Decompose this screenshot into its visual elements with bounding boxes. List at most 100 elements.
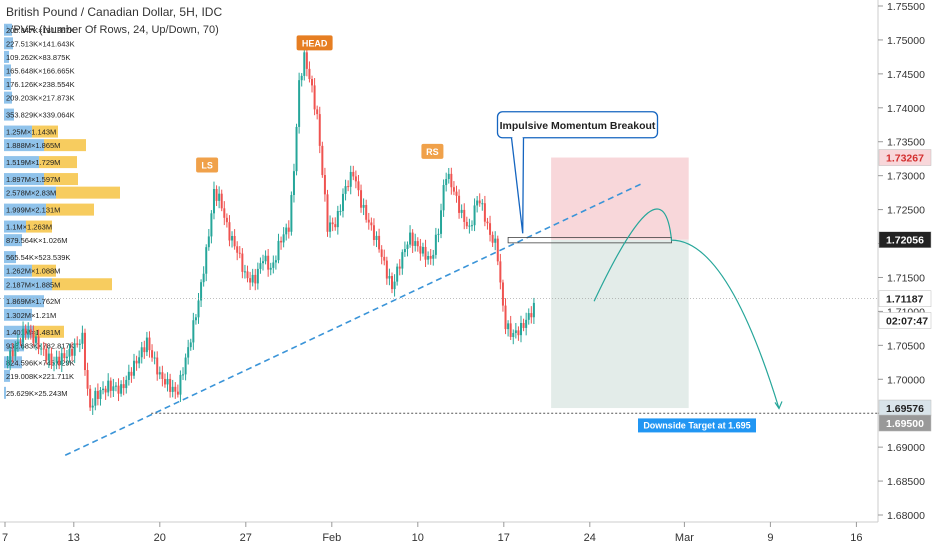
candle-body — [434, 234, 437, 255]
candle-body — [367, 219, 370, 223]
candle-body — [27, 329, 30, 335]
candle-body — [114, 385, 117, 387]
candle-body — [452, 187, 455, 192]
volume-profile-up-bar — [4, 386, 6, 399]
candle-body — [89, 388, 92, 408]
candle-body — [156, 357, 159, 375]
candle-body — [32, 332, 35, 343]
volume-profile-up-bar — [4, 37, 13, 50]
candle-body — [63, 353, 66, 359]
candle-body — [527, 313, 530, 320]
candle-body — [249, 278, 252, 283]
volume-profile-up-bar — [4, 308, 32, 321]
candle-body — [125, 379, 128, 389]
candle-body — [86, 370, 89, 389]
candle-body — [47, 353, 50, 361]
volume-profile-down-bar — [39, 156, 77, 169]
candle-body — [112, 386, 115, 391]
candle-body — [489, 223, 492, 235]
candle-body — [96, 390, 99, 399]
volume-profile-up-bar — [4, 369, 10, 382]
candle-body — [197, 300, 200, 318]
candle-body — [143, 347, 146, 353]
time-tick-label: 27 — [240, 532, 252, 544]
time-axis: 7 13 20 27 Feb 10 17 24 Mar 9 16 — [0, 521, 878, 544]
candle-body — [424, 246, 427, 260]
candle-body — [19, 341, 22, 343]
candle-body — [362, 204, 365, 208]
candle-body — [138, 357, 141, 364]
candle-body — [135, 360, 138, 364]
projection-arrowhead — [774, 401, 783, 410]
projection-arc — [593, 208, 780, 409]
candle-body — [24, 328, 27, 335]
candle-body — [277, 240, 280, 261]
volume-profile-down-bar — [44, 173, 78, 186]
candle-body — [385, 260, 388, 279]
candle-body — [300, 75, 303, 81]
candle-body — [174, 386, 177, 392]
candle-body — [14, 344, 17, 357]
candle-body — [349, 171, 352, 187]
candle-body — [414, 241, 417, 246]
candle-body — [205, 247, 208, 274]
candle-body — [344, 186, 347, 194]
candle-body — [200, 282, 203, 301]
candle-body — [187, 347, 190, 358]
candle-body — [140, 347, 143, 358]
candle-body — [16, 341, 19, 345]
candle-body — [460, 209, 463, 213]
price-tick-label: 1.74000 — [887, 103, 925, 115]
candle-body — [130, 371, 133, 376]
volume-profile-label: 936.683K×782.817K — [6, 341, 75, 350]
candle-body — [11, 350, 14, 357]
position-zones — [551, 157, 689, 409]
candle-body — [308, 68, 311, 80]
candle-body — [192, 320, 195, 343]
price-tag — [878, 149, 932, 166]
candle-body — [122, 384, 125, 389]
candle-body — [370, 222, 373, 226]
pattern-label: RS — [426, 147, 439, 157]
candle-body — [94, 390, 97, 406]
candle-body — [409, 232, 412, 245]
candle-body — [65, 356, 68, 359]
candle-body — [231, 235, 234, 241]
candle-body — [166, 378, 169, 385]
candle-body — [272, 262, 275, 268]
candle-body — [246, 271, 249, 279]
candle-body — [218, 193, 221, 201]
candle-body — [34, 336, 37, 343]
candle-body — [295, 126, 298, 172]
volume-profile-up-bar — [4, 251, 16, 264]
candle-body — [396, 266, 399, 282]
candle-body — [458, 195, 461, 213]
candle-body — [50, 353, 53, 365]
volume-profile-label: 165.648K×166.665K — [6, 66, 75, 75]
time-tick-label: 24 — [584, 532, 596, 544]
candle-body — [236, 246, 239, 253]
candle-body — [102, 388, 105, 391]
volume-profile-label: 2.578M×2.83M — [6, 189, 56, 198]
candle-body — [267, 255, 270, 270]
candle-body — [251, 274, 254, 283]
candle-body — [254, 274, 257, 284]
candle-body — [6, 363, 9, 365]
volume-profile-up-bar — [4, 156, 39, 169]
candle-body — [282, 234, 285, 243]
candle-body — [339, 210, 342, 212]
candle-body — [499, 261, 502, 283]
candle-body — [117, 385, 120, 394]
candle-body — [455, 191, 458, 196]
volume-profile-label: 879.564K×1.026M — [6, 236, 68, 245]
time-tick-label: 9 — [767, 532, 773, 544]
candle-body — [83, 332, 86, 371]
candle-body — [316, 109, 319, 115]
volume-profile-label: 109.262K×83.875K — [6, 53, 70, 62]
price-tick-label: 1.74500 — [887, 69, 925, 81]
candle-body — [45, 349, 48, 361]
volume-profile-label: 227.513K×141.643K — [6, 39, 75, 48]
candle-body — [329, 222, 332, 232]
indicator-label: VPVR (Number Of Rows, 24, Up/Down, 70) — [6, 24, 219, 36]
